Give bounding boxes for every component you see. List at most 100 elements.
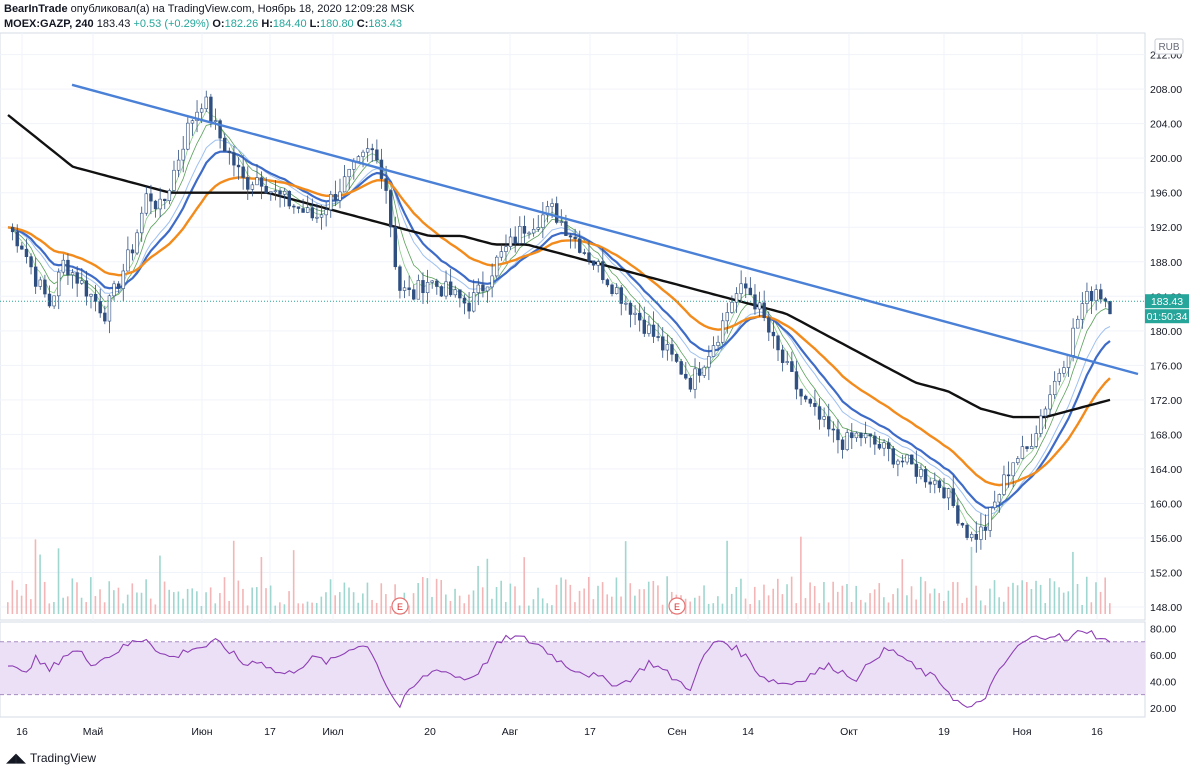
candle-body <box>1016 458 1020 464</box>
volume-bar <box>878 583 881 614</box>
candle-body <box>790 361 794 372</box>
volume-bar <box>136 592 138 614</box>
rsi-pane[interactable]: 80.00 60.00 40.00 20.00 <box>0 621 1176 718</box>
volume-bar <box>306 601 309 614</box>
candle-body <box>610 284 614 295</box>
tradingview-brand[interactable]: ◢◣ TradingView <box>6 750 96 766</box>
candle-body <box>803 395 808 400</box>
candle-body <box>121 270 125 289</box>
volume-bar <box>583 588 585 614</box>
candle-body <box>153 200 158 210</box>
volume-bar <box>375 602 378 614</box>
rsi-tick-label: 60.00 <box>1150 650 1176 662</box>
volume-bar <box>777 578 779 614</box>
price-tick-label: 196.00 <box>1150 188 1182 200</box>
candle-body <box>172 169 176 191</box>
candle-body <box>158 198 162 210</box>
candle-body <box>794 371 799 390</box>
volume-bar <box>518 605 521 614</box>
time-tick-label: Окт <box>840 726 858 738</box>
volume-bar <box>408 605 410 614</box>
volume-bar <box>228 600 230 614</box>
candle-body <box>637 312 642 321</box>
volume-bar <box>458 595 461 614</box>
time-tick-label: Сен <box>667 726 686 738</box>
candle-body <box>407 287 411 290</box>
volume-bar <box>16 589 18 614</box>
candle-body <box>739 283 743 294</box>
volume-bar <box>528 605 530 614</box>
candle-body <box>448 281 453 296</box>
open-label: O: <box>212 18 225 30</box>
time-tick-labels: 16 Май Июн 17 Июл 20 Авг 17 Сен 14 Окт 19 Ноя 16 <box>16 726 1103 738</box>
candle-body <box>665 344 670 351</box>
candle-body <box>997 494 1002 503</box>
candle-body <box>707 356 711 368</box>
candle-body <box>1076 318 1080 329</box>
price-tick-label: 200.00 <box>1150 153 1182 165</box>
volume-bar <box>597 585 599 614</box>
candle-body <box>176 159 181 171</box>
downtrend-line[interactable] <box>71 83 1139 376</box>
published-text: опубликовал(а) на TradingView.com, Ноябр… <box>70 3 415 15</box>
volume-bar <box>707 603 710 614</box>
volume-bar <box>172 592 175 614</box>
candle-body <box>232 152 236 166</box>
candle-body <box>324 209 328 216</box>
volume-bar <box>763 584 765 614</box>
candle-body <box>70 272 75 276</box>
high-value: 184.40 <box>272 18 307 30</box>
time-tick-label: Май <box>83 726 104 738</box>
candle-body <box>370 148 374 151</box>
volume-bar <box>205 592 207 614</box>
candle-body <box>744 283 748 289</box>
time-tick-label: Ноя <box>1012 726 1031 738</box>
time-axis[interactable]: 16 Май Июн 17 Июл 20 Авг 17 Сен 14 Окт 19 Ноя 16 <box>0 716 1145 738</box>
volume-bar <box>283 604 286 614</box>
candle-body <box>951 488 955 506</box>
volume-bar <box>721 603 724 614</box>
volume-bar <box>477 565 479 614</box>
candle-body <box>209 96 213 122</box>
candles <box>10 90 1112 553</box>
volume-bar <box>809 582 811 614</box>
volume-bar <box>219 593 221 614</box>
countdown-label: 01:50:34 <box>1147 311 1188 323</box>
volume-bar <box>223 577 226 614</box>
volume-bar <box>564 579 567 614</box>
volume-bar <box>910 586 913 614</box>
volume-bar <box>371 599 373 614</box>
volume-bars <box>7 536 1111 614</box>
volume-bar <box>735 587 738 614</box>
candle-body <box>296 206 301 209</box>
volume-bar <box>1099 591 1102 614</box>
volume-bar <box>246 605 249 614</box>
candle-body <box>905 454 909 463</box>
price-tick-label: 208.00 <box>1150 84 1182 96</box>
candle-body <box>642 319 647 334</box>
volume-bar <box>873 589 876 614</box>
candle-body <box>624 302 628 305</box>
candle-body <box>1099 289 1103 300</box>
volume-bar <box>260 557 263 614</box>
candle-body <box>831 428 836 431</box>
price-tick-labels: 212.00208.00204.00200.00196.00192.00188.… <box>1150 50 1182 614</box>
candle-body <box>960 523 965 526</box>
price-tick-label: 176.00 <box>1150 360 1182 372</box>
candle-body <box>619 287 623 304</box>
candle-body <box>854 432 859 439</box>
candle-body <box>910 454 914 465</box>
candle-body <box>126 249 130 272</box>
candle-body <box>568 235 573 238</box>
candle-body <box>186 122 190 150</box>
price-axis[interactable]: 212.00208.00204.00200.00196.00192.00188.… <box>1145 38 1189 614</box>
candle-body <box>444 281 448 297</box>
candle-body <box>66 259 70 276</box>
volume-bar <box>214 603 217 614</box>
volume-bar <box>140 592 143 614</box>
last-price-badge-label: 183.43 <box>1151 296 1183 308</box>
volume-bar <box>979 600 982 614</box>
